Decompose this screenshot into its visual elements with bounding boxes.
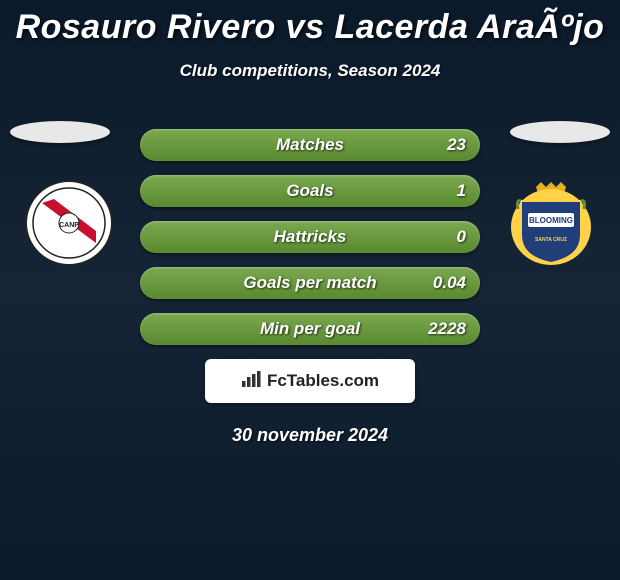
team-badge-right: BLOOMING SANTA CRUZ	[506, 179, 596, 267]
content-area: CANP BLOOMING SANTA CRUZ Matches 23 Goal…	[0, 129, 620, 446]
brand-text: FcTables.com	[267, 371, 379, 391]
stat-value-right: 23	[447, 135, 466, 155]
svg-text:CANP: CANP	[59, 222, 79, 229]
stat-value-right: 1	[457, 181, 466, 201]
stat-row-matches: Matches 23	[140, 129, 480, 161]
brand-box: FcTables.com	[205, 359, 415, 403]
svg-text:BLOOMING: BLOOMING	[529, 216, 573, 225]
stat-row-goals: Goals 1	[140, 175, 480, 207]
stat-label: Min per goal	[260, 319, 360, 339]
stat-value-right: 0.04	[433, 273, 466, 293]
stat-label: Goals per match	[243, 273, 376, 293]
chart-icon	[241, 370, 261, 393]
svg-text:SANTA CRUZ: SANTA CRUZ	[535, 237, 567, 243]
stat-label: Hattricks	[274, 227, 347, 247]
stat-row-hattricks: Hattricks 0	[140, 221, 480, 253]
player-oval-right	[510, 121, 610, 143]
stat-label: Matches	[276, 135, 344, 155]
date-text: 30 november 2024	[0, 425, 620, 446]
player-oval-left	[10, 121, 110, 143]
stat-row-goals-per-match: Goals per match 0.04	[140, 267, 480, 299]
stat-row-min-per-goal: Min per goal 2228	[140, 313, 480, 345]
stat-label: Goals	[286, 181, 333, 201]
stats-list: Matches 23 Goals 1 Hattricks 0 Goals per…	[140, 129, 480, 345]
stat-value-right: 0	[457, 227, 466, 247]
subtitle: Club competitions, Season 2024	[0, 61, 620, 81]
page-title: Rosauro Rivero vs Lacerda AraÃºjo	[0, 0, 620, 47]
stat-value-right: 2228	[428, 319, 466, 339]
team-badge-left: CANP	[24, 179, 114, 267]
